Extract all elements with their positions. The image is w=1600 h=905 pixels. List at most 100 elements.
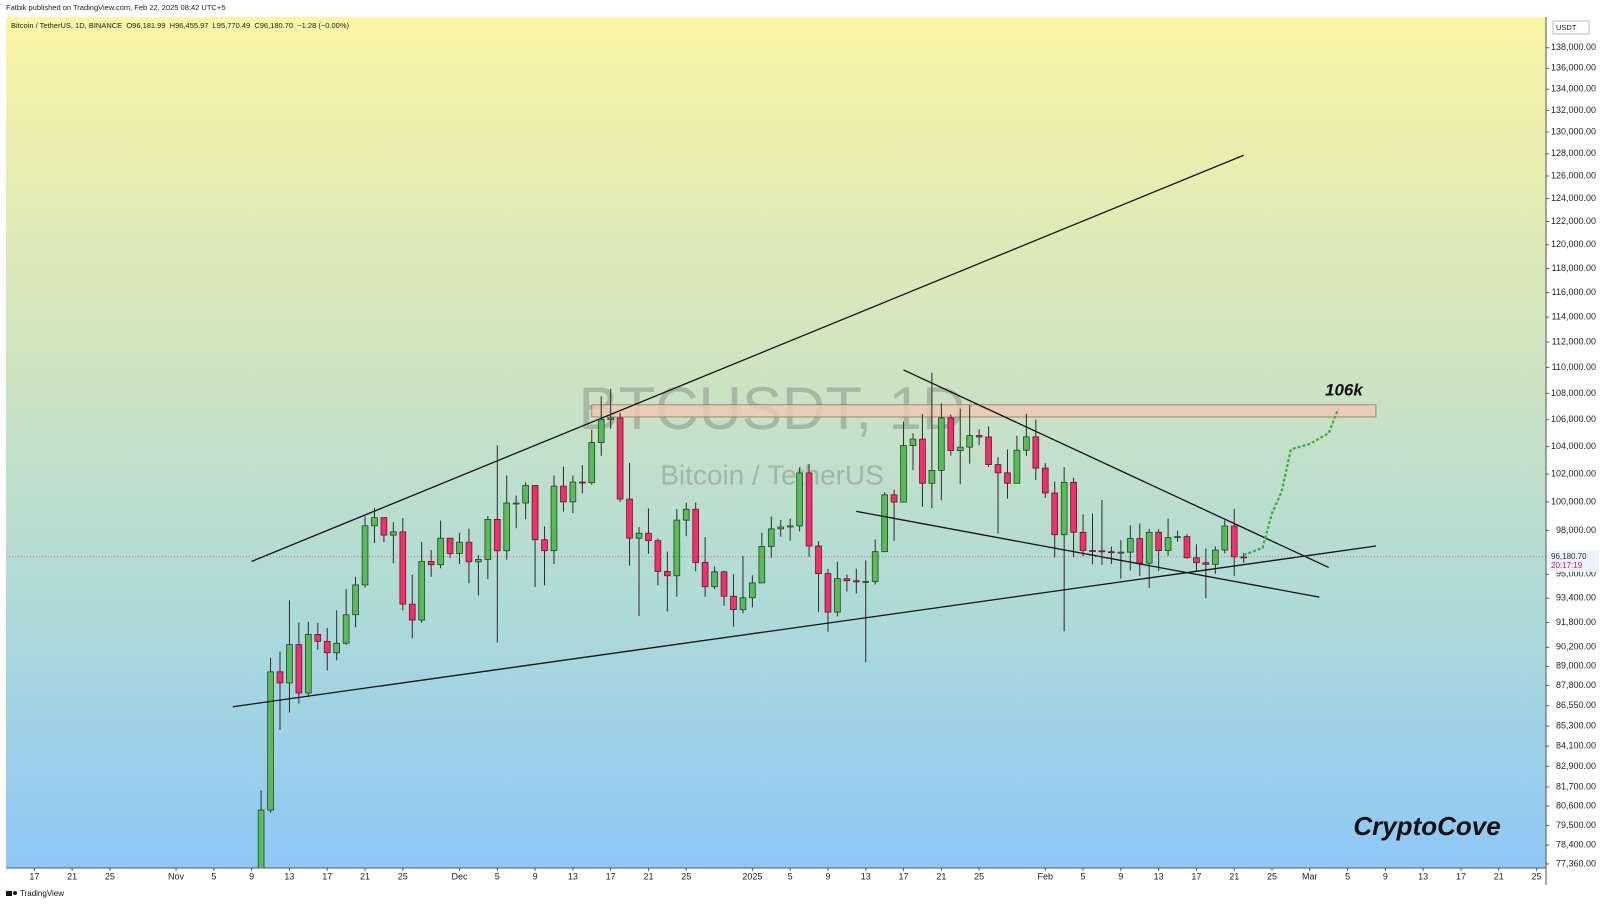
candle-body: [333, 642, 341, 654]
candle-body: [484, 519, 492, 560]
candle-body: [730, 595, 737, 611]
candle-body: [399, 531, 407, 605]
candle-body: [352, 584, 359, 616]
y-tick-label: 87,800.00: [1556, 680, 1596, 690]
candle-body: [475, 559, 482, 563]
candle-body: [1221, 525, 1229, 551]
x-tick-label: 17: [29, 871, 39, 881]
candle-body: [295, 644, 303, 694]
x-tick-label: 25: [1532, 871, 1542, 881]
candle-body: [843, 578, 851, 582]
y-tick-label: 85,300.00: [1556, 721, 1596, 731]
candle-body: [871, 551, 879, 582]
candle-body: [371, 517, 378, 527]
candle-body: [645, 532, 652, 542]
footer: TradingView: [20, 889, 64, 898]
currency: USDT: [1556, 23, 1577, 32]
x-tick-label: Mar: [1302, 871, 1318, 881]
candle-body: [692, 508, 700, 563]
candle-body: [493, 519, 501, 552]
candle-body: [777, 526, 785, 530]
candle-body: [1089, 550, 1096, 552]
y-tick-label: 122,000.00: [1551, 216, 1596, 226]
x-tick-label: Nov: [168, 871, 185, 881]
x-tick-label: 25: [681, 871, 691, 881]
candle-body: [956, 446, 964, 452]
resistance-zone: [591, 404, 1377, 418]
candle-body: [1013, 449, 1021, 484]
trendline: [903, 369, 1329, 569]
candle-body: [1164, 537, 1172, 551]
x-tick-label: 9: [1383, 871, 1388, 881]
candle-body: [1060, 481, 1068, 536]
y-tick-label: 112,000.00: [1552, 336, 1596, 346]
candle-body: [881, 494, 888, 553]
candle-body: [305, 634, 312, 694]
x-tick-label: 21: [936, 871, 946, 881]
x-tick-label: 25: [974, 871, 984, 881]
candle-body: [541, 539, 548, 552]
x-tick-label: Feb: [1038, 871, 1054, 881]
x-tick-label: 5: [1345, 871, 1350, 881]
last-price-box: [1547, 550, 1599, 572]
y-tick-label: 110,000.00: [1552, 362, 1596, 372]
y-tick-label: 100,000.00: [1551, 496, 1596, 506]
symbol-info: Bitcoin / TetherUS, 1D, BINANCE O96,181.…: [11, 21, 349, 30]
candle-body: [994, 464, 1002, 474]
y-tick-label: 81,700.00: [1556, 781, 1596, 791]
candle-body: [796, 472, 803, 527]
candle-body: [862, 581, 870, 583]
footer-logo: [6, 891, 17, 896]
candle-body: [512, 502, 520, 505]
y-tick-label: 80,600.00: [1556, 800, 1596, 810]
candle-body: [966, 435, 974, 448]
x-tick-label: 21: [360, 871, 370, 881]
y-tick-label: 84,100.00: [1556, 740, 1596, 750]
candle-body: [749, 582, 756, 599]
candle-body: [682, 508, 690, 521]
publisher-note: Fatbik published on TradingView.com, Feb…: [6, 3, 225, 12]
x-tick-label: 17: [322, 871, 332, 881]
candle-body: [531, 485, 539, 541]
candle-body: [815, 545, 822, 575]
y-tick-label: 128,000.00: [1551, 148, 1596, 158]
candle-body: [758, 546, 766, 584]
candle-body: [1079, 531, 1087, 551]
candle-body: [720, 571, 728, 597]
y-tick-label: 95,000.00: [1556, 569, 1596, 579]
y-tick-label: 108,000.00: [1551, 388, 1596, 398]
x-tick-label: 17: [899, 871, 909, 881]
candle-body: [1051, 492, 1059, 536]
candle-body: [890, 494, 898, 503]
candle-body: [323, 640, 331, 654]
candle-body: [1041, 467, 1049, 494]
candle-body: [607, 417, 614, 420]
candle-body: [1174, 536, 1181, 539]
candle-body: [342, 614, 350, 644]
candle-body: [456, 541, 463, 554]
candle-body: [437, 537, 444, 566]
y-tick-label: 77,360.00: [1556, 858, 1596, 868]
candle-body: [1136, 538, 1144, 564]
y-tick-label: 93,400.00: [1556, 593, 1596, 603]
candle-body: [446, 537, 454, 554]
candle-body: [361, 525, 369, 586]
y-tick-label: 116,000.00: [1552, 287, 1596, 297]
y-tick-label: 79,500.00: [1556, 820, 1596, 830]
candle-body: [852, 580, 860, 583]
y-tick-label: 120,000.00: [1551, 239, 1596, 249]
candle-body: [1145, 531, 1153, 564]
x-tick-label: 13: [1418, 871, 1428, 881]
candle-body: [257, 809, 265, 868]
candle-body: [465, 541, 473, 563]
x-tick-label: 17: [1191, 871, 1201, 881]
plot-background: [6, 17, 1546, 868]
candle-body: [909, 438, 917, 446]
candle-body: [1230, 525, 1238, 558]
y-tick-label: 114,000.00: [1552, 312, 1596, 322]
last-price-label: 96,180.70: [1551, 552, 1587, 561]
trendline: [856, 510, 1320, 598]
y-tick-label: 124,000.00: [1551, 193, 1596, 203]
candle-body: [1070, 481, 1077, 533]
x-tick-label: 13: [861, 871, 871, 881]
